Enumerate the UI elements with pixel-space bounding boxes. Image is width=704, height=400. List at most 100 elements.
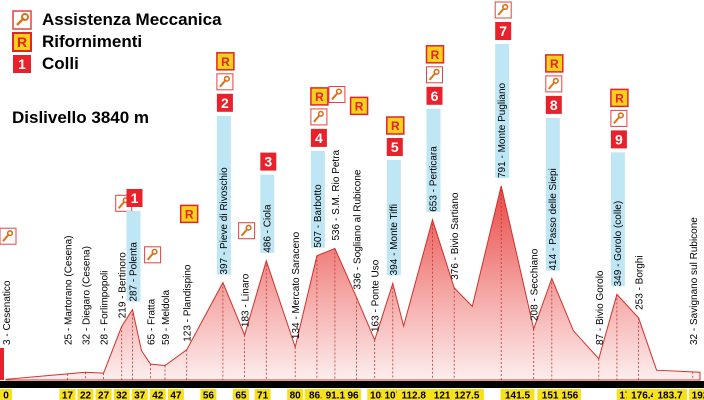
km-tick-96: 96: [345, 389, 361, 400]
place-label-text: 25 - Martorano (Cesena): [63, 236, 74, 346]
col-label-box: [126, 211, 141, 302]
km-tick-box: [167, 389, 184, 400]
km-tick-label: 183.7: [657, 391, 682, 400]
km-tick-32: 32: [113, 389, 130, 400]
km-tick-56: 56: [200, 389, 217, 400]
km-tick-label: 86.5: [309, 391, 329, 400]
place-label-26: 253 - Borghi: [635, 255, 646, 309]
km-tick-box: [149, 389, 166, 400]
wrench-icon: [328, 86, 346, 103]
refuel-icon-letter: R: [185, 207, 194, 221]
start-marker: [0, 348, 4, 380]
km-tick-label: 22: [80, 391, 92, 400]
km-tick-label: 0: [3, 391, 9, 400]
km-tick-103: 103: [367, 389, 390, 400]
km-tick-183.7: 183.7: [653, 389, 687, 400]
km-tick-box: [77, 389, 94, 400]
km-tick-121.8: 121.8: [429, 389, 464, 400]
col-number-text: 6: [431, 88, 439, 104]
km-tick-box: [59, 389, 76, 400]
km-tick-label: 56: [203, 391, 215, 400]
km-tick-107: 107: [381, 389, 404, 400]
place-label-text: 253 - Borghi: [635, 255, 646, 309]
legend-rifornimenti-label: Rifornimenti: [42, 32, 143, 51]
km-band-top: [0, 381, 704, 388]
refuel-icon-letter: R: [221, 55, 230, 69]
place-label-text: 134 - Mercato Saraceno: [291, 231, 302, 339]
km-tick-label: 17: [62, 391, 74, 400]
refuel-icon-letter: R: [315, 90, 324, 104]
legend-assistenza-label: Assistenza Meccanica: [42, 10, 222, 29]
col-number-text: 9: [615, 131, 623, 147]
col-number-badge: [216, 93, 233, 112]
place-label-27: 32 - Savignano sul Rubicone: [689, 217, 700, 345]
km-tick-label: 127.5: [454, 391, 479, 400]
place-label-4: 28 - Forlimpopoli: [100, 271, 111, 345]
km-tick-box: [500, 389, 535, 400]
km-tick-box: [131, 389, 148, 400]
km-tick-label: 151.7: [542, 391, 567, 400]
wrench-icon: [144, 246, 162, 264]
col-number-badge: [610, 130, 627, 149]
refuel-icon-letter: R: [615, 91, 624, 105]
place-label-23: 414 - Passo delle Siepi 8 R: [545, 54, 564, 271]
km-tick-112.8: 112.8: [396, 389, 431, 400]
km-tick-22: 22: [77, 389, 94, 400]
place-label-text: 414 - Passo delle Siepi: [548, 168, 559, 270]
place-label-18: 394 - Monte Tiffi 5 R: [386, 116, 405, 276]
dislivello-label: Dislivello 3840 m: [12, 108, 150, 127]
refuel-icon: R: [12, 32, 32, 52]
col-number-badge: [126, 189, 143, 207]
place-label-13: 134 - Mercato Saraceno: [291, 231, 302, 339]
place-label-text: 28 - Forlimpopoli: [100, 271, 111, 345]
wrench-icon: [426, 66, 443, 84]
km-tick-box: [287, 389, 304, 400]
wrench-icon: [12, 10, 32, 30]
col-number-badge: [386, 138, 403, 156]
col-number-text: 5: [391, 139, 399, 155]
km-tick-label: 80: [290, 391, 302, 400]
place-label-3: 32 - Diegaro (Cesena): [82, 246, 93, 345]
refuel-icon: R: [386, 116, 405, 135]
km-tick-box: [653, 389, 687, 400]
km-tick-86.5: 86.5: [304, 389, 333, 400]
km-tick-box: [537, 389, 572, 400]
refuel-icon-letter: R: [431, 48, 440, 62]
km-tick-box: [429, 389, 464, 400]
km-tick-box: [381, 389, 404, 400]
km-tick-label: 141.5: [505, 391, 530, 400]
refuel-icon: R: [179, 204, 199, 224]
col-label-box: [610, 152, 625, 287]
place-label-20: 376 - Bivio Sartiano: [450, 192, 461, 280]
place-label-text: 287 - Polenta: [129, 242, 140, 302]
col-number-badge: [426, 86, 443, 105]
col-number-text: 1: [131, 190, 139, 206]
place-label-text: 123 - Plandispino: [183, 264, 194, 342]
col-number-badge: [545, 95, 562, 114]
km-tick-box: [626, 389, 661, 400]
refuel-icon: R: [216, 52, 235, 71]
place-label-21: 791 - Monte Pugliano7R: [494, 1, 512, 178]
col-label-box: [426, 108, 441, 212]
km-tick-37: 37: [131, 389, 148, 400]
place-label-24: 87 - Bivio Gorolo: [595, 270, 606, 345]
km-tick-141.5: 141.5: [500, 389, 535, 400]
km-tick-box: [200, 389, 217, 400]
refuel-icon: R: [545, 54, 564, 73]
wrench-icon: [238, 222, 256, 240]
km-tick-17: 17: [59, 389, 76, 400]
col-number-badge: [310, 128, 327, 147]
col-label-box: [216, 115, 231, 275]
km-tick-label: 71: [257, 391, 269, 400]
km-tick-176.4: 176.4: [626, 389, 661, 400]
km-tick-label: 112.8: [401, 391, 426, 400]
place-label-text: 87 - Bivio Gorolo: [595, 270, 606, 345]
km-tick-box: [689, 389, 704, 400]
place-label-22: 208 - Secchiano: [530, 248, 541, 321]
place-label-2: 25 - Martorano (Cesena): [63, 236, 74, 346]
place-label-text: 219 - Bertinoro: [118, 252, 129, 319]
km-tick-47: 47: [167, 389, 184, 400]
place-label-text: 486 - Ciola: [262, 204, 273, 253]
refuel-icon: R: [349, 96, 369, 116]
place-label-text: 653 - Perticara: [429, 146, 440, 212]
